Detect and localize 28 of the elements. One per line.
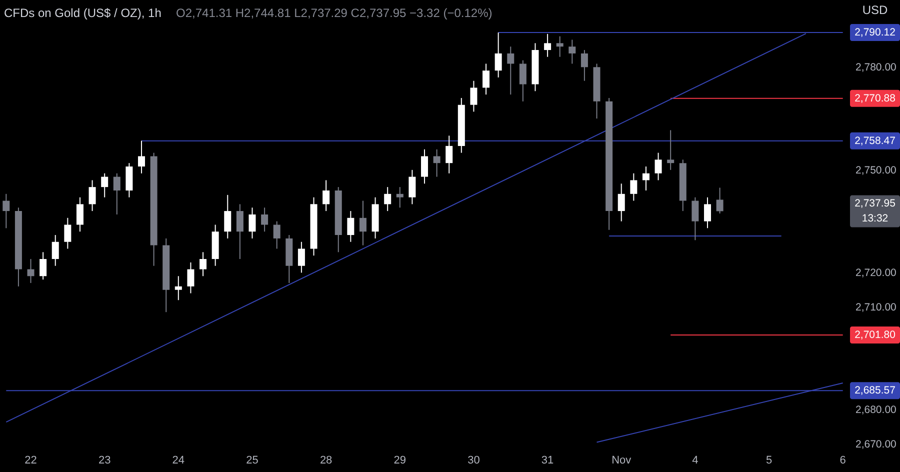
- x-tick-label: 30: [468, 454, 480, 466]
- y-tick-label: 2,780.00: [856, 62, 897, 74]
- x-tick-label: 31: [541, 454, 554, 466]
- series-label: 2,685.57: [854, 384, 896, 397]
- x-tick-label: 22: [24, 454, 37, 466]
- y-tick-label: 2,720.00: [856, 267, 897, 280]
- text: USD: [862, 3, 888, 17]
- text: CFDs on Gold (US$ / OZ), 1h: [4, 6, 162, 20]
- y-tick-label: 2,750.00: [856, 164, 897, 176]
- text: 2,737.95: [854, 198, 896, 210]
- y-tick-label: 2,670.00: [856, 438, 897, 450]
- x-tick-label: 24: [172, 454, 185, 466]
- y-tick-label: 2,680.00: [856, 404, 897, 416]
- x-tick-label: 5: [766, 454, 772, 466]
- x-tick-label: 28: [320, 454, 332, 466]
- text: 13:32: [862, 212, 888, 225]
- y-tick-label: 2,710.00: [856, 301, 897, 314]
- x-tick-label: 6: [840, 454, 846, 466]
- x-tick-label: 29: [394, 454, 406, 466]
- series-label: 2,701.80: [854, 329, 896, 342]
- annotation: O2,741.31 H2,744.81 L2,737.29 C2,737.95 −3.32 (−0.12%): [176, 6, 492, 20]
- x-tick-label: 25: [246, 454, 258, 466]
- series-label: 2,758.47: [854, 134, 896, 147]
- series-label: 2,770.88: [854, 92, 896, 104]
- x-tick-label: Nov: [612, 454, 632, 466]
- series-label: 2,790.12: [854, 26, 896, 38]
- x-tick-label: 4: [692, 454, 698, 466]
- x-tick-label: 23: [98, 454, 111, 466]
